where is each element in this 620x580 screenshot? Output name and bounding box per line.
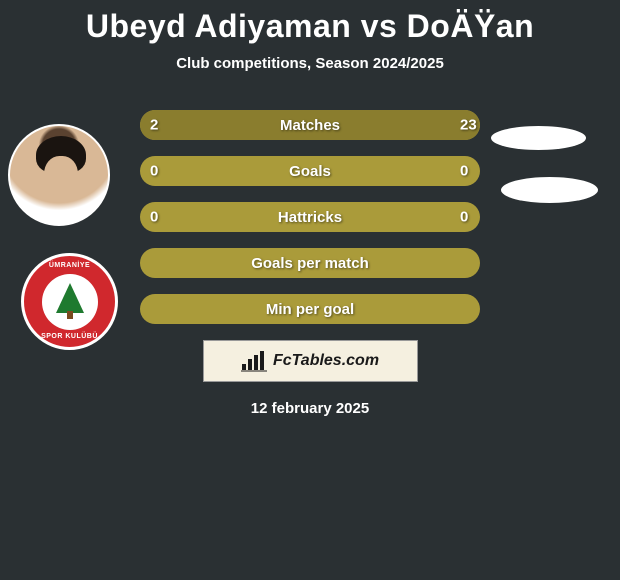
stat-bar: Goals bbox=[140, 156, 480, 186]
stat-label: Hattricks bbox=[278, 209, 342, 226]
stat-value-right: 23 bbox=[460, 117, 477, 134]
footer-date: 12 february 2025 bbox=[0, 400, 620, 417]
fctables-label: FcTables.com bbox=[273, 352, 379, 370]
stat-row: Goals 0 0 bbox=[0, 156, 620, 186]
stat-label: Matches bbox=[280, 117, 340, 134]
stat-row: Min per goal bbox=[0, 294, 620, 324]
stat-row: Goals per match bbox=[0, 248, 620, 278]
stat-value-left: 2 bbox=[150, 117, 158, 134]
comparison-card: Ubeyd Adiyaman vs DoÄŸan Club competitio… bbox=[0, 0, 620, 580]
stat-value-right: 0 bbox=[460, 209, 468, 226]
stats-area: Matches 2 23 Goals 0 0 Hattricks 0 0 Goals per ma… bbox=[0, 110, 620, 324]
stat-row: Hattricks 0 0 bbox=[0, 202, 620, 232]
stat-value-right: 0 bbox=[460, 163, 468, 180]
stat-bar: Matches bbox=[140, 110, 480, 140]
stat-label: Min per goal bbox=[266, 301, 354, 318]
bar-chart-icon bbox=[241, 350, 267, 372]
stat-bar: Min per goal bbox=[140, 294, 480, 324]
stat-value-left: 0 bbox=[150, 209, 158, 226]
stat-value-left: 0 bbox=[150, 163, 158, 180]
stat-row: Matches 2 23 bbox=[0, 110, 620, 140]
page-title: Ubeyd Adiyaman vs DoÄŸan bbox=[0, 0, 620, 45]
stat-label: Goals per match bbox=[251, 255, 369, 272]
fctables-badge[interactable]: FcTables.com bbox=[203, 340, 418, 382]
stat-label: Goals bbox=[289, 163, 331, 180]
stat-bar: Hattricks bbox=[140, 202, 480, 232]
stat-bar: Goals per match bbox=[140, 248, 480, 278]
subtitle: Club competitions, Season 2024/2025 bbox=[0, 55, 620, 72]
club-name-bottom: SPOR KULÜBÜ bbox=[24, 333, 115, 340]
